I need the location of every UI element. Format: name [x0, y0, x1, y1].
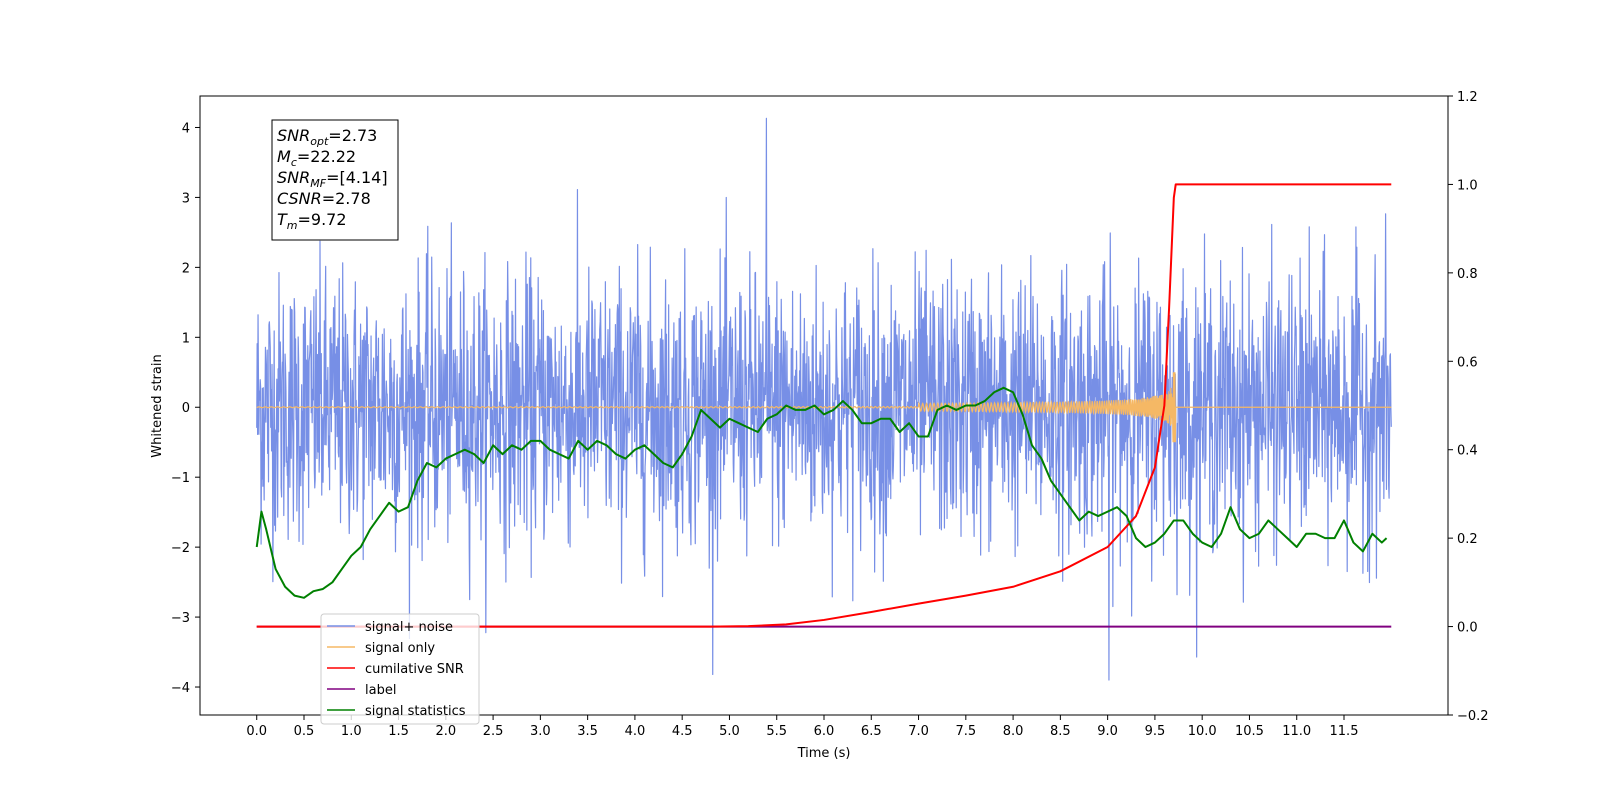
parameter-box: SNRopt=2.73Mc=22.22SNRMF=[4.14]CSNR=2.78… — [271, 119, 399, 241]
y-tick-label: 3 — [182, 191, 190, 206]
parameter-name: M — [277, 147, 291, 166]
y2-tick-label: 0.0 — [1457, 621, 1478, 636]
x-axis: 0.0 0.5 1.0 1.5 2.0 2.5 3.0 3.5 4.0 4.5 5.0 5.5 6.0 6… — [246, 715, 1358, 739]
parameter-name: CSNR — [277, 189, 322, 208]
y-tick-label: 2 — [182, 261, 190, 276]
parameter-value: =2.78 — [322, 189, 371, 208]
x-tick-label: 4.0 — [625, 724, 646, 739]
x-tick-label: 0.0 — [246, 724, 267, 739]
x-tick-label: 2.0 — [435, 724, 456, 739]
parameter-subscript: opt — [310, 135, 329, 148]
legend: signal+ noise signal only cumilative SNR la… — [320, 613, 480, 725]
parameter-name: SNR — [277, 168, 310, 187]
x-tick-label: 1.5 — [388, 724, 409, 739]
x-tick-label: 11.5 — [1330, 724, 1359, 739]
y-axis-right: 1.2 1.0 0.8 0.6 0.4 0.2 0.0 −0.2 — [1448, 90, 1489, 724]
parameter-row: SNRopt=2.73 — [277, 126, 377, 148]
x-tick-label: 6.0 — [814, 724, 835, 739]
x-tick-label: 0.5 — [294, 724, 315, 739]
y2-tick-label: 0.2 — [1457, 532, 1478, 547]
x-tick-label: 2.5 — [483, 724, 504, 739]
y2-tick-label: 1.2 — [1457, 90, 1478, 105]
y2-tick-label: 0.8 — [1457, 267, 1478, 282]
y-axis-label: Whitened strain — [150, 354, 165, 457]
legend-entry-label: signal statistics — [365, 704, 466, 719]
y2-tick-label: 0.6 — [1457, 355, 1478, 370]
x-tick-label: 7.5 — [955, 724, 976, 739]
x-axis-label: Time (s) — [797, 746, 851, 761]
y-tick-label: 0 — [182, 401, 190, 416]
y2-tick-label: 0.4 — [1457, 444, 1478, 459]
parameter-subscript: m — [287, 219, 298, 232]
series-signal-noise-line — [256, 117, 1392, 681]
parameter-row: SNRMF=[4.14] — [277, 168, 388, 190]
x-tick-label: 8.5 — [1050, 724, 1071, 739]
series-signal-only-line — [256, 372, 1392, 443]
parameter-subscript: c — [291, 156, 297, 169]
y-tick-label: 4 — [182, 121, 190, 136]
legend-entry-label: signal only — [365, 641, 435, 656]
y-tick-label: −1 — [171, 471, 190, 486]
legend-entry-label: signal+ noise — [365, 620, 453, 635]
y2-tick-label: 1.0 — [1457, 178, 1478, 193]
parameter-value: =2.73 — [328, 126, 377, 145]
x-tick-label: 3.5 — [577, 724, 598, 739]
parameter-row: CSNR=2.78 — [277, 189, 371, 208]
legend-frame — [320, 613, 480, 725]
x-tick-label: 9.5 — [1145, 724, 1166, 739]
parameter-value: =22.22 — [297, 147, 356, 166]
x-tick-label: 8.0 — [1003, 724, 1024, 739]
y-tick-label: 1 — [182, 331, 190, 346]
series-signal-statistics-line — [255, 386, 1388, 599]
x-tick-label: 4.5 — [672, 724, 693, 739]
y-axis-left: 4 3 2 1 0 −1 −2 −3 −4 — [171, 121, 200, 696]
y-tick-label: −3 — [171, 611, 190, 626]
parameter-value: =[4.14] — [326, 168, 388, 187]
x-tick-label: 11.0 — [1282, 724, 1311, 739]
x-tick-label: 9.0 — [1097, 724, 1118, 739]
parameter-value: =9.72 — [298, 210, 347, 229]
parameter-name: T — [277, 210, 288, 229]
x-tick-label: 10.5 — [1235, 724, 1264, 739]
legend-entry-label: cumilative SNR — [365, 662, 464, 677]
x-tick-label: 10.0 — [1188, 724, 1217, 739]
y-tick-label: −2 — [171, 541, 190, 556]
parameter-row: Mc=22.22 — [277, 147, 356, 169]
x-tick-label: 5.0 — [719, 724, 740, 739]
y-tick-label: −4 — [171, 681, 190, 696]
x-tick-label: 5.5 — [766, 724, 787, 739]
parameter-box-frame — [271, 119, 399, 241]
parameter-name: SNR — [277, 126, 310, 145]
parameter-row: Tm=9.72 — [277, 210, 347, 232]
legend-entry-label: label — [365, 683, 396, 698]
x-tick-label: 1.0 — [341, 724, 362, 739]
series-cumulative-snr-line — [256, 183, 1392, 628]
x-tick-label: 3.0 — [530, 724, 551, 739]
parameter-subscript: MF — [310, 177, 326, 190]
x-tick-label: 6.5 — [861, 724, 882, 739]
x-tick-label: 7.0 — [908, 724, 929, 739]
y2-tick-label: −0.2 — [1457, 709, 1489, 724]
